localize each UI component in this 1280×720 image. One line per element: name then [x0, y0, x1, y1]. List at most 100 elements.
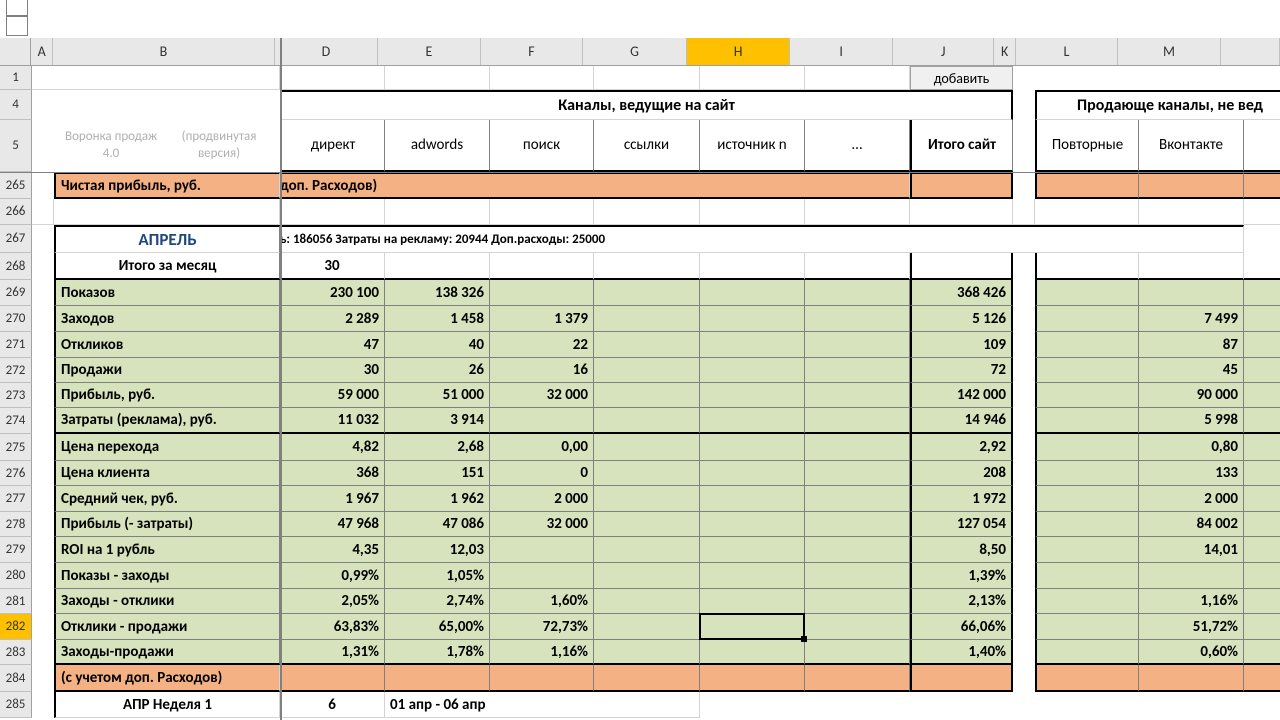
metric-total-280: 1,39%: [910, 563, 1013, 589]
metric-label-282: Отклики - продажи: [54, 614, 280, 640]
col-header-N[interactable]: [1221, 38, 1280, 65]
net-profit-label: Чистая прибыль, руб.: [54, 172, 280, 199]
metric-E-283: 1,78%: [385, 640, 490, 665]
metric-D-276: 368: [280, 461, 385, 486]
row-header-275[interactable]: 275: [0, 434, 32, 461]
channel-E: adwords: [385, 120, 490, 172]
metric-M-273: 90 000: [1139, 383, 1244, 408]
row-header-277[interactable]: 277: [0, 486, 32, 512]
metric-E-276: 151: [385, 461, 490, 486]
metric-label-269: Показов: [54, 280, 280, 306]
metric-F-275: 0,00: [490, 434, 594, 461]
channel2-M: Вконтакте: [1139, 120, 1244, 172]
metric-F-279: [490, 537, 594, 563]
col-header-L[interactable]: L: [1016, 38, 1118, 65]
metric-M-274: 5 998: [1139, 408, 1244, 434]
metric-D-283: 1,31%: [280, 640, 385, 665]
metric-total-279: 8,50: [910, 537, 1013, 563]
metric-D-269: 230 100: [280, 280, 385, 306]
metric-D-281: 2,05%: [280, 589, 385, 614]
metric-F-274: [490, 408, 594, 434]
col-header-H[interactable]: H: [687, 38, 790, 65]
channel-D: директ: [280, 120, 385, 172]
row-header-279[interactable]: 279: [0, 537, 32, 563]
metric-D-272: 30: [280, 358, 385, 383]
col-header-G[interactable]: G: [583, 38, 687, 65]
metric-M-282: 51,72%: [1139, 614, 1244, 640]
row-header-270[interactable]: 270: [0, 306, 32, 332]
metric-total-274: 14 946: [910, 408, 1013, 434]
metric-F-273: 32 000: [490, 383, 594, 408]
metric-total-271: 109: [910, 332, 1013, 358]
row-header-4[interactable]: 4: [0, 90, 32, 120]
col-header-A[interactable]: A: [31, 38, 53, 65]
row-header-266[interactable]: 266: [0, 199, 32, 225]
metric-label-277: Средний чек, руб.: [54, 486, 280, 512]
metric-D-270: 2 289: [280, 306, 385, 332]
row-header-265[interactable]: 265: [0, 172, 32, 199]
row-header-284[interactable]: 284: [0, 665, 32, 692]
channels-site-header: Каналы, ведущие на сайт: [280, 90, 1013, 120]
metric-M-272: 45: [1139, 358, 1244, 383]
row-header-268[interactable]: 268: [0, 253, 32, 280]
add-button[interactable]: добавить: [910, 66, 1013, 90]
metric-total-276: 208: [910, 461, 1013, 486]
metric-D-271: 47: [280, 332, 385, 358]
metric-label-272: Продажи: [54, 358, 280, 383]
col-header-K[interactable]: K: [994, 38, 1016, 65]
metric-label-271: Откликов: [54, 332, 280, 358]
row-header-5[interactable]: 5: [0, 120, 32, 172]
col-header-I[interactable]: I: [790, 38, 893, 65]
outline-level-2[interactable]: [6, 16, 28, 36]
metric-label-283: Заходы-продажи: [54, 640, 280, 665]
col-header-M[interactable]: M: [1118, 38, 1221, 65]
metric-M-270: 7 499: [1139, 306, 1244, 332]
metric-D-278: 47 968: [280, 512, 385, 537]
metric-total-277: 1 972: [910, 486, 1013, 512]
month-stats: ь: 186056 Затраты на рекламу: 20944 Доп.…: [280, 225, 1244, 253]
metric-label-273: Прибыль, руб.: [54, 383, 280, 408]
row-header-271[interactable]: 271: [0, 332, 32, 358]
outline-level-1[interactable]: [6, 0, 28, 16]
metric-total-282: 66,06%: [910, 614, 1013, 640]
row-headers: 1452652662672682692702712722732742752762…: [0, 66, 32, 718]
row-header-1[interactable]: 1: [0, 66, 32, 90]
metric-label-280: Показы - заходы: [54, 563, 280, 589]
row-header-267[interactable]: 267: [0, 225, 32, 253]
row-header-269[interactable]: 269: [0, 280, 32, 306]
row-header-272[interactable]: 272: [0, 358, 32, 383]
metric-F-272: 16: [490, 358, 594, 383]
metric-F-281: 1,60%: [490, 589, 594, 614]
net-profit-note: доп. Расходов): [280, 172, 910, 199]
metric-total-273: 142 000: [910, 383, 1013, 408]
col-header-J[interactable]: J: [893, 38, 994, 65]
metric-M-277: 2 000: [1139, 486, 1244, 512]
metric-F-269: [490, 280, 594, 306]
metric-E-282: 65,00%: [385, 614, 490, 640]
row-header-274[interactable]: 274: [0, 408, 32, 434]
col-header-F[interactable]: F: [481, 38, 583, 65]
metric-M-279: 14,01: [1139, 537, 1244, 563]
metric-E-273: 51 000: [385, 383, 490, 408]
row-header-278[interactable]: 278: [0, 512, 32, 537]
row-header-283[interactable]: 283: [0, 640, 32, 665]
channel2-L: Повторные: [1035, 120, 1139, 172]
col-header-D[interactable]: D: [275, 38, 378, 65]
metric-E-272: 26: [385, 358, 490, 383]
row284-label: (с учетом доп. Расходов): [54, 665, 280, 692]
channel-J: Итого сайт: [910, 120, 1013, 172]
metric-label-274: Затраты (реклама), руб.: [54, 408, 280, 434]
metric-E-280: 1,05%: [385, 563, 490, 589]
row-header-280[interactable]: 280: [0, 563, 32, 589]
col-header-B[interactable]: B: [53, 38, 275, 65]
metric-total-278: 127 054: [910, 512, 1013, 537]
row-header-281[interactable]: 281: [0, 589, 32, 614]
row-header-273[interactable]: 273: [0, 383, 32, 408]
row-header-276[interactable]: 276: [0, 461, 32, 486]
row-header-285[interactable]: 285: [0, 692, 32, 718]
row-header-282[interactable]: 282: [0, 614, 32, 640]
metric-E-274: 3 914: [385, 408, 490, 434]
worksheet-grid[interactable]: добавитьКаналы, ведущие на сайтПродающе …: [32, 66, 1280, 720]
col-header-E[interactable]: E: [378, 38, 481, 65]
metric-total-283: 1,40%: [910, 640, 1013, 665]
